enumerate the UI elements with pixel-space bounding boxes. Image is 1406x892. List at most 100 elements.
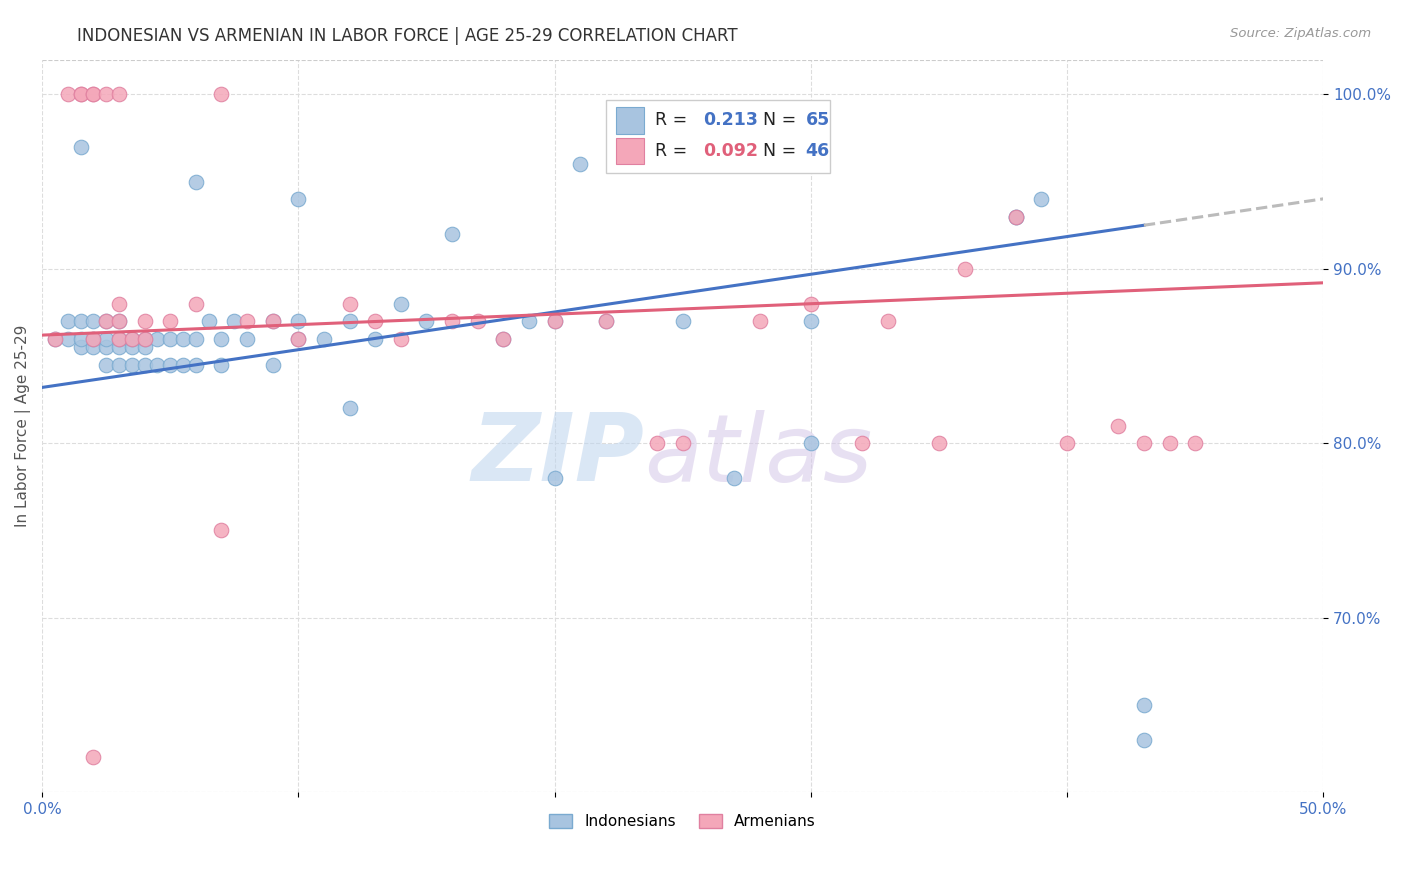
- Bar: [616, 138, 644, 164]
- Point: [1107, 418, 1129, 433]
- Point: [56, 314, 79, 328]
- Point: [108, 87, 131, 102]
- Point: [69, 332, 91, 346]
- Point: [236, 332, 259, 346]
- Point: [339, 296, 361, 310]
- Point: [953, 261, 976, 276]
- Text: Source: ZipAtlas.com: Source: ZipAtlas.com: [1230, 27, 1371, 40]
- Text: N =: N =: [763, 142, 803, 160]
- Point: [211, 87, 233, 102]
- Text: ZIP: ZIP: [471, 409, 644, 501]
- Point: [1004, 210, 1026, 224]
- Point: [1056, 436, 1078, 450]
- Point: [800, 436, 823, 450]
- Point: [69, 140, 91, 154]
- Point: [1184, 436, 1206, 450]
- Point: [184, 358, 207, 372]
- Bar: [616, 107, 644, 134]
- Text: 46: 46: [806, 142, 830, 160]
- Point: [172, 332, 194, 346]
- Point: [517, 314, 540, 328]
- Point: [415, 314, 437, 328]
- Point: [595, 314, 617, 328]
- Point: [69, 340, 91, 354]
- Point: [134, 332, 156, 346]
- Point: [172, 358, 194, 372]
- Point: [928, 436, 950, 450]
- Point: [184, 175, 207, 189]
- Point: [1133, 732, 1156, 747]
- Point: [96, 358, 118, 372]
- Point: [69, 87, 91, 102]
- Point: [287, 314, 309, 328]
- Text: 0.213: 0.213: [703, 111, 758, 128]
- Point: [184, 332, 207, 346]
- Point: [96, 340, 118, 354]
- Point: [748, 314, 770, 328]
- Point: [108, 314, 131, 328]
- Point: [82, 750, 104, 764]
- Point: [389, 332, 412, 346]
- Point: [69, 87, 91, 102]
- Point: [82, 332, 104, 346]
- Point: [262, 358, 284, 372]
- Text: 0.092: 0.092: [703, 142, 758, 160]
- Point: [134, 340, 156, 354]
- Point: [96, 87, 118, 102]
- Point: [441, 314, 464, 328]
- Point: [146, 358, 169, 372]
- Point: [82, 314, 104, 328]
- Point: [339, 314, 361, 328]
- Bar: [606, 100, 830, 173]
- Point: [1004, 210, 1026, 224]
- Point: [262, 314, 284, 328]
- Text: N =: N =: [763, 111, 803, 128]
- Point: [134, 332, 156, 346]
- Point: [236, 314, 259, 328]
- Point: [800, 296, 823, 310]
- Point: [159, 358, 181, 372]
- Point: [441, 227, 464, 241]
- Point: [1133, 698, 1156, 712]
- Point: [312, 332, 335, 346]
- Point: [44, 332, 66, 346]
- Point: [82, 332, 104, 346]
- Point: [287, 192, 309, 206]
- Point: [492, 332, 515, 346]
- Point: [543, 314, 565, 328]
- Point: [1004, 210, 1026, 224]
- Point: [159, 314, 181, 328]
- Point: [96, 314, 118, 328]
- Point: [211, 524, 233, 538]
- Point: [595, 314, 617, 328]
- Point: [108, 332, 131, 346]
- Point: [543, 314, 565, 328]
- Point: [96, 332, 118, 346]
- Point: [108, 358, 131, 372]
- Point: [1159, 436, 1181, 450]
- Point: [364, 314, 387, 328]
- Point: [800, 314, 823, 328]
- Point: [121, 340, 143, 354]
- Point: [287, 332, 309, 346]
- Point: [467, 314, 489, 328]
- Point: [569, 157, 592, 171]
- Point: [134, 358, 156, 372]
- Point: [287, 332, 309, 346]
- Point: [224, 314, 246, 328]
- Point: [1031, 192, 1053, 206]
- Point: [645, 436, 668, 450]
- Point: [1133, 436, 1156, 450]
- Text: INDONESIAN VS ARMENIAN IN LABOR FORCE | AGE 25-29 CORRELATION CHART: INDONESIAN VS ARMENIAN IN LABOR FORCE | …: [77, 27, 738, 45]
- Point: [44, 332, 66, 346]
- Point: [69, 314, 91, 328]
- Point: [56, 87, 79, 102]
- Point: [82, 340, 104, 354]
- Point: [851, 436, 873, 450]
- Point: [364, 332, 387, 346]
- Point: [723, 471, 745, 485]
- Text: R =: R =: [655, 142, 692, 160]
- Point: [121, 332, 143, 346]
- Point: [108, 296, 131, 310]
- Point: [211, 332, 233, 346]
